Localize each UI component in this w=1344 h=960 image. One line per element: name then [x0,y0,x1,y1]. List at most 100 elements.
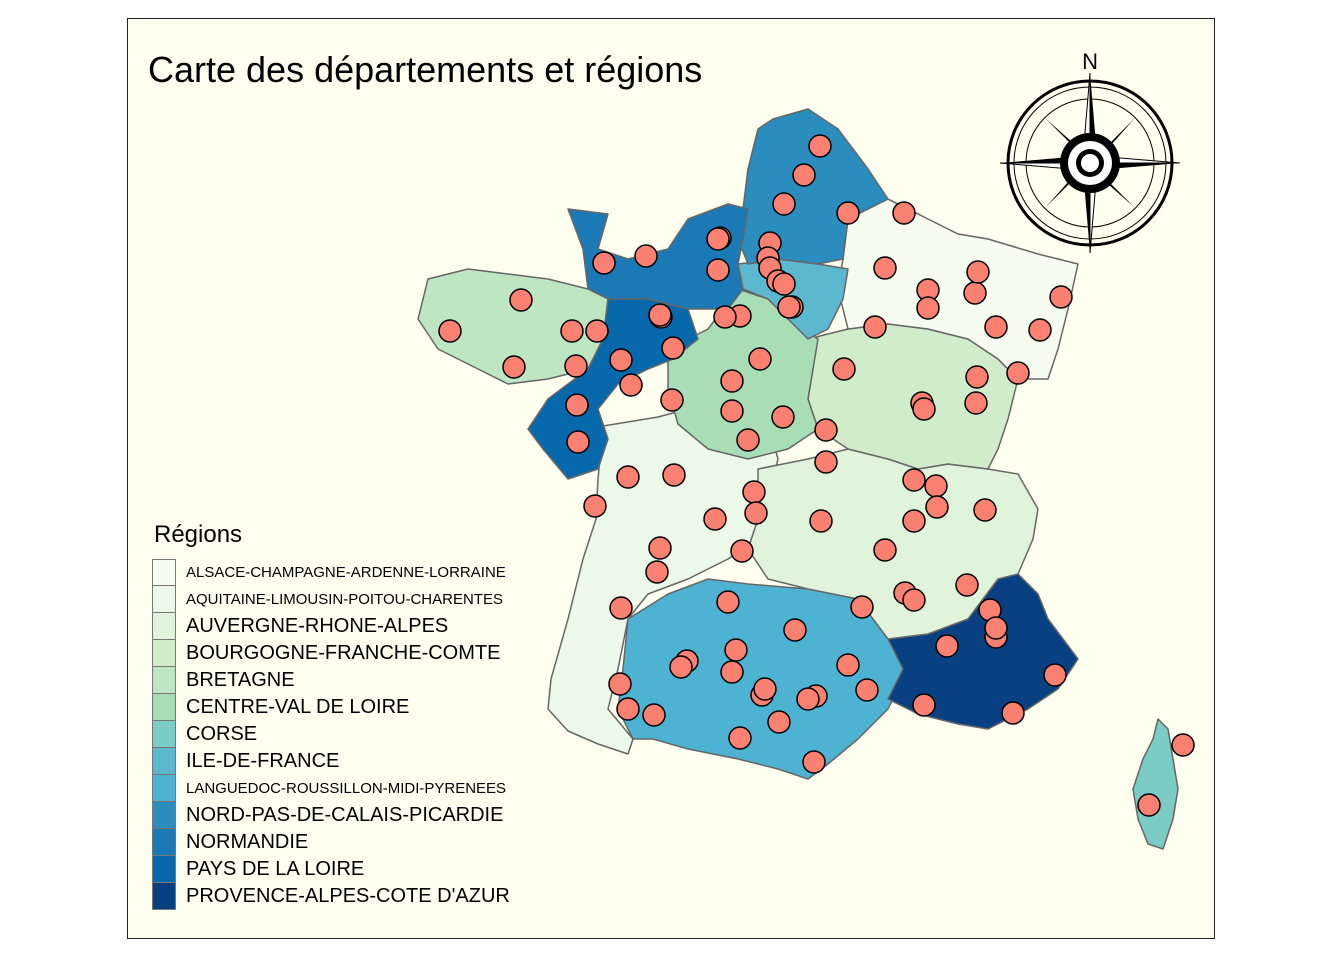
department-marker [836,201,860,225]
department-marker [565,393,589,417]
department-marker [648,536,672,560]
department-marker [648,303,672,327]
department-marker [706,258,730,282]
department-marker [1171,733,1195,757]
legend-item: NORMANDIE [152,829,510,856]
department-marker [716,590,740,614]
department-marker [1028,318,1052,342]
department-marker [912,693,936,717]
department-marker [592,251,616,275]
legend: Régions ALSACE-CHAMPAGNE-ARDENNE-LORRAIN… [152,521,510,910]
legend-swatch [152,694,176,721]
department-marker [912,397,936,421]
legend-item: PAYS DE LA LOIRE [152,856,510,883]
legend-label: AUVERGNE-RHONE-ALPES [186,615,449,637]
department-marker [502,355,526,379]
department-marker [642,703,666,727]
department-marker [802,750,826,774]
department-marker [966,260,990,284]
legend-items: ALSACE-CHAMPAGNE-ARDENNE-LORRAINE AQUITAI… [152,559,510,910]
department-marker [566,430,590,454]
department-marker [748,347,772,371]
legend-swatch [152,829,176,856]
legend-label: CORSE [186,723,258,745]
department-marker [916,296,940,320]
department-marker [616,465,640,489]
legend-swatch [152,856,176,883]
legend-label: ILE-DE-FRANCE [186,750,340,772]
department-marker [792,163,816,187]
department-marker [771,405,795,429]
department-marker [585,319,609,343]
legend-label: PAYS DE LA LOIRE [186,858,365,880]
department-marker [892,201,916,225]
legend-item: LANGUEDOC-ROUSSILLON-MIDI-PYRENEES [152,775,510,802]
department-marker [564,354,588,378]
legend-label: BRETAGNE [186,669,295,691]
map-canvas: N [417,49,1195,850]
legend-item: AUVERGNE-RHONE-ALPES [152,613,510,640]
department-marker [984,616,1008,640]
legend-item: CENTRE-VAL DE LOIRE [152,694,510,721]
legend-item: NORD-PAS-DE-CALAIS-PICARDIE [152,802,510,829]
legend-label: PROVENCE-ALPES-COTE D'AZUR [186,885,510,907]
department-marker [964,391,988,415]
legend-swatch [152,640,176,667]
legend-title: Régions [154,521,243,548]
compass-north-label: N [1082,49,1098,74]
legend-swatch [152,559,176,586]
department-marker [616,697,640,721]
department-marker [1043,663,1067,687]
legend-label: BOURGOGNE-FRANCHE-COMTE [186,642,501,664]
department-marker [873,538,897,562]
legend-swatch [152,775,176,802]
department-marker [808,134,832,158]
department-marker [742,480,766,504]
department-marker [809,509,833,533]
department-marker [720,660,744,684]
department-marker [608,672,632,696]
legend-label: LANGUEDOC-ROUSSILLON-MIDI-PYRENEES [186,780,507,797]
department-marker [609,348,633,372]
map-panel: N Carte des départements et régions Régi… [127,18,1215,939]
department-marker [1137,793,1161,817]
department-marker [935,634,959,658]
department-marker [724,638,748,662]
department-marker [703,507,727,531]
department-marker [730,539,754,563]
department-marker [609,596,633,620]
department-marker [902,588,926,612]
department-marker [662,463,686,487]
region-corse [1132,718,1179,850]
department-marker [753,677,777,701]
legend-label: AQUITAINE-LIMOUSIN-POITOU-CHARENTES [186,591,503,608]
department-marker [669,655,693,679]
department-marker [832,357,856,381]
department-marker [850,595,874,619]
department-marker [509,288,533,312]
department-marker [902,468,926,492]
legend-label: NORMANDIE [186,831,309,853]
compass-rose-icon: N [999,49,1181,254]
legend-item: BRETAGNE [152,667,510,694]
department-marker [1006,361,1030,385]
legend-item: ILE-DE-FRANCE [152,748,510,775]
department-marker [744,501,768,525]
legend-label: ALSACE-CHAMPAGNE-ARDENNE-LORRAINE [186,564,506,581]
department-marker [560,319,584,343]
department-marker [661,336,685,360]
legend-item: AQUITAINE-LIMOUSIN-POITOU-CHARENTES [152,586,510,613]
department-marker [772,192,796,216]
department-marker [1049,285,1073,309]
department-marker [772,272,796,296]
department-marker [965,365,989,389]
department-marker [706,227,730,251]
regions-layer [417,108,1179,850]
department-marker [963,281,987,305]
department-marker [873,256,897,280]
legend-swatch [152,613,176,640]
department-marker [984,315,1008,339]
department-marker [955,573,979,597]
region-nord-pas-de-calais-picardie [737,108,889,265]
department-marker [634,244,658,268]
